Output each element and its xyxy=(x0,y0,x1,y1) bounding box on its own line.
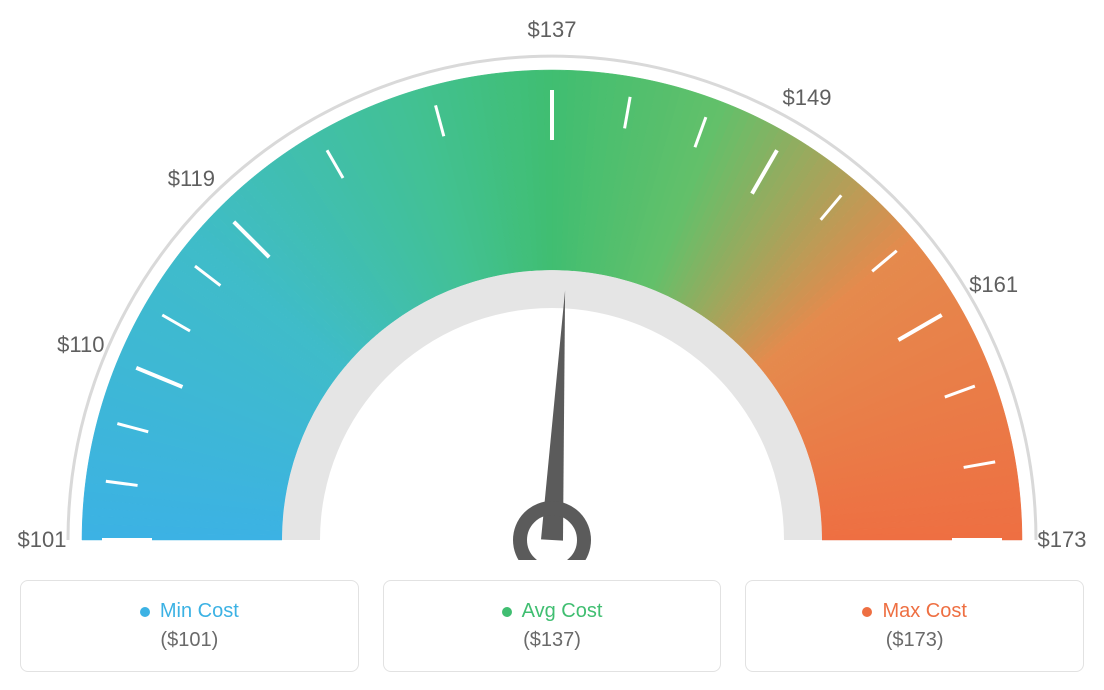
legend-card-avg: Avg Cost ($137) xyxy=(383,580,722,672)
legend-title-avg: Avg Cost xyxy=(502,600,603,623)
legend-value-max: ($173) xyxy=(886,629,944,652)
gauge-svg xyxy=(0,0,1104,560)
gauge-tick-label: $161 xyxy=(969,272,1018,298)
legend-title-max: Max Cost xyxy=(862,600,966,623)
gauge-chart: $101 $110 $119 $137 $149 $161 $173 xyxy=(0,0,1104,560)
legend-dot-max xyxy=(862,607,872,617)
legend-label-max: Max Cost xyxy=(882,600,966,623)
gauge-tick-label: $173 xyxy=(1038,527,1087,553)
gauge-tick-label: $149 xyxy=(783,85,832,111)
legend-card-min: Min Cost ($101) xyxy=(20,580,359,672)
legend-value-min: ($101) xyxy=(160,629,218,652)
gauge-tick-label: $110 xyxy=(57,332,104,358)
legend-row: Min Cost ($101) Avg Cost ($137) Max Cost… xyxy=(0,580,1104,690)
legend-label-avg: Avg Cost xyxy=(522,600,603,623)
gauge-tick-label: $101 xyxy=(18,527,67,553)
gauge-tick-label: $119 xyxy=(168,166,215,192)
legend-label-min: Min Cost xyxy=(160,600,239,623)
legend-value-avg: ($137) xyxy=(523,629,581,652)
legend-card-max: Max Cost ($173) xyxy=(745,580,1084,672)
legend-title-min: Min Cost xyxy=(140,600,239,623)
legend-dot-min xyxy=(140,607,150,617)
gauge-tick-label: $137 xyxy=(528,17,577,43)
legend-dot-avg xyxy=(502,607,512,617)
